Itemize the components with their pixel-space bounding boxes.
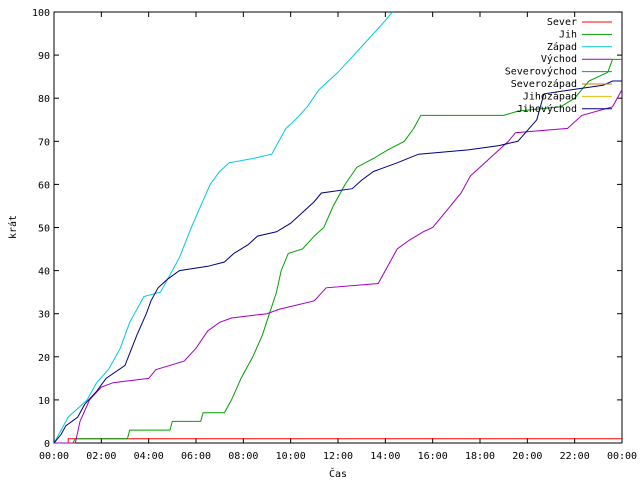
y-tick-label: 40 <box>38 267 50 278</box>
y-tick-label: 90 <box>38 51 50 62</box>
y-tick-label: 50 <box>38 224 50 235</box>
x-tick-label: 08:00 <box>228 451 258 462</box>
x-tick-label: 00:00 <box>39 451 69 462</box>
y-tick-label: 80 <box>38 94 50 105</box>
x-tick-label: 02:00 <box>86 451 116 462</box>
y-tick-label: 70 <box>38 137 50 148</box>
x-tick-label: 14:00 <box>370 451 400 462</box>
x-tick-label: 04:00 <box>134 451 164 462</box>
series-line-vychod <box>54 89 623 444</box>
legend-label-vychod: Východ <box>541 53 577 65</box>
x-tick-label: 06:00 <box>181 451 211 462</box>
x-tick-label: 18:00 <box>465 451 495 462</box>
x-tick-label: 22:00 <box>560 451 590 462</box>
legend-label-jih: Jih <box>559 29 577 40</box>
legend-label-jihovychod: Jihovýchod <box>517 103 577 115</box>
series-group <box>53 11 623 444</box>
x-tick-label: 00:00 <box>607 451 637 462</box>
series-line-zapad <box>53 11 393 444</box>
x-axis-label: Čas <box>329 467 347 480</box>
y-tick-label: 60 <box>38 180 50 191</box>
y-tick-label: 20 <box>38 353 50 364</box>
y-tick-label: 100 <box>32 8 50 19</box>
legend-label-jihozapad: Jihozápad <box>523 90 577 102</box>
x-tick-label: 10:00 <box>276 451 306 462</box>
legend-label-severovychod: Severovýchod <box>505 66 577 78</box>
legend-label-sever: Sever <box>547 17 577 28</box>
x-tick-label: 16:00 <box>418 451 448 462</box>
axis-ticks: 00:00 02:00 04:00 06:00 08:00 10:00 12:00 14:00… <box>32 8 637 462</box>
y-tick-label: 0 <box>44 439 50 450</box>
series-line-jih <box>54 58 622 444</box>
y-axis-label: krát <box>7 215 19 239</box>
x-tick-label: 12:00 <box>323 451 353 462</box>
legend-label-zapad: Západ <box>547 41 577 53</box>
x-tick-label: 20:00 <box>512 451 542 462</box>
series-line-jihovychod <box>53 80 622 444</box>
y-tick-label: 10 <box>38 396 50 407</box>
y-tick-label: 30 <box>38 310 50 321</box>
legend-label-severozapad: Severozápad <box>511 78 577 90</box>
legend: SeverJihZápadVýchodSeverovýchodSeverozáp… <box>505 17 612 115</box>
